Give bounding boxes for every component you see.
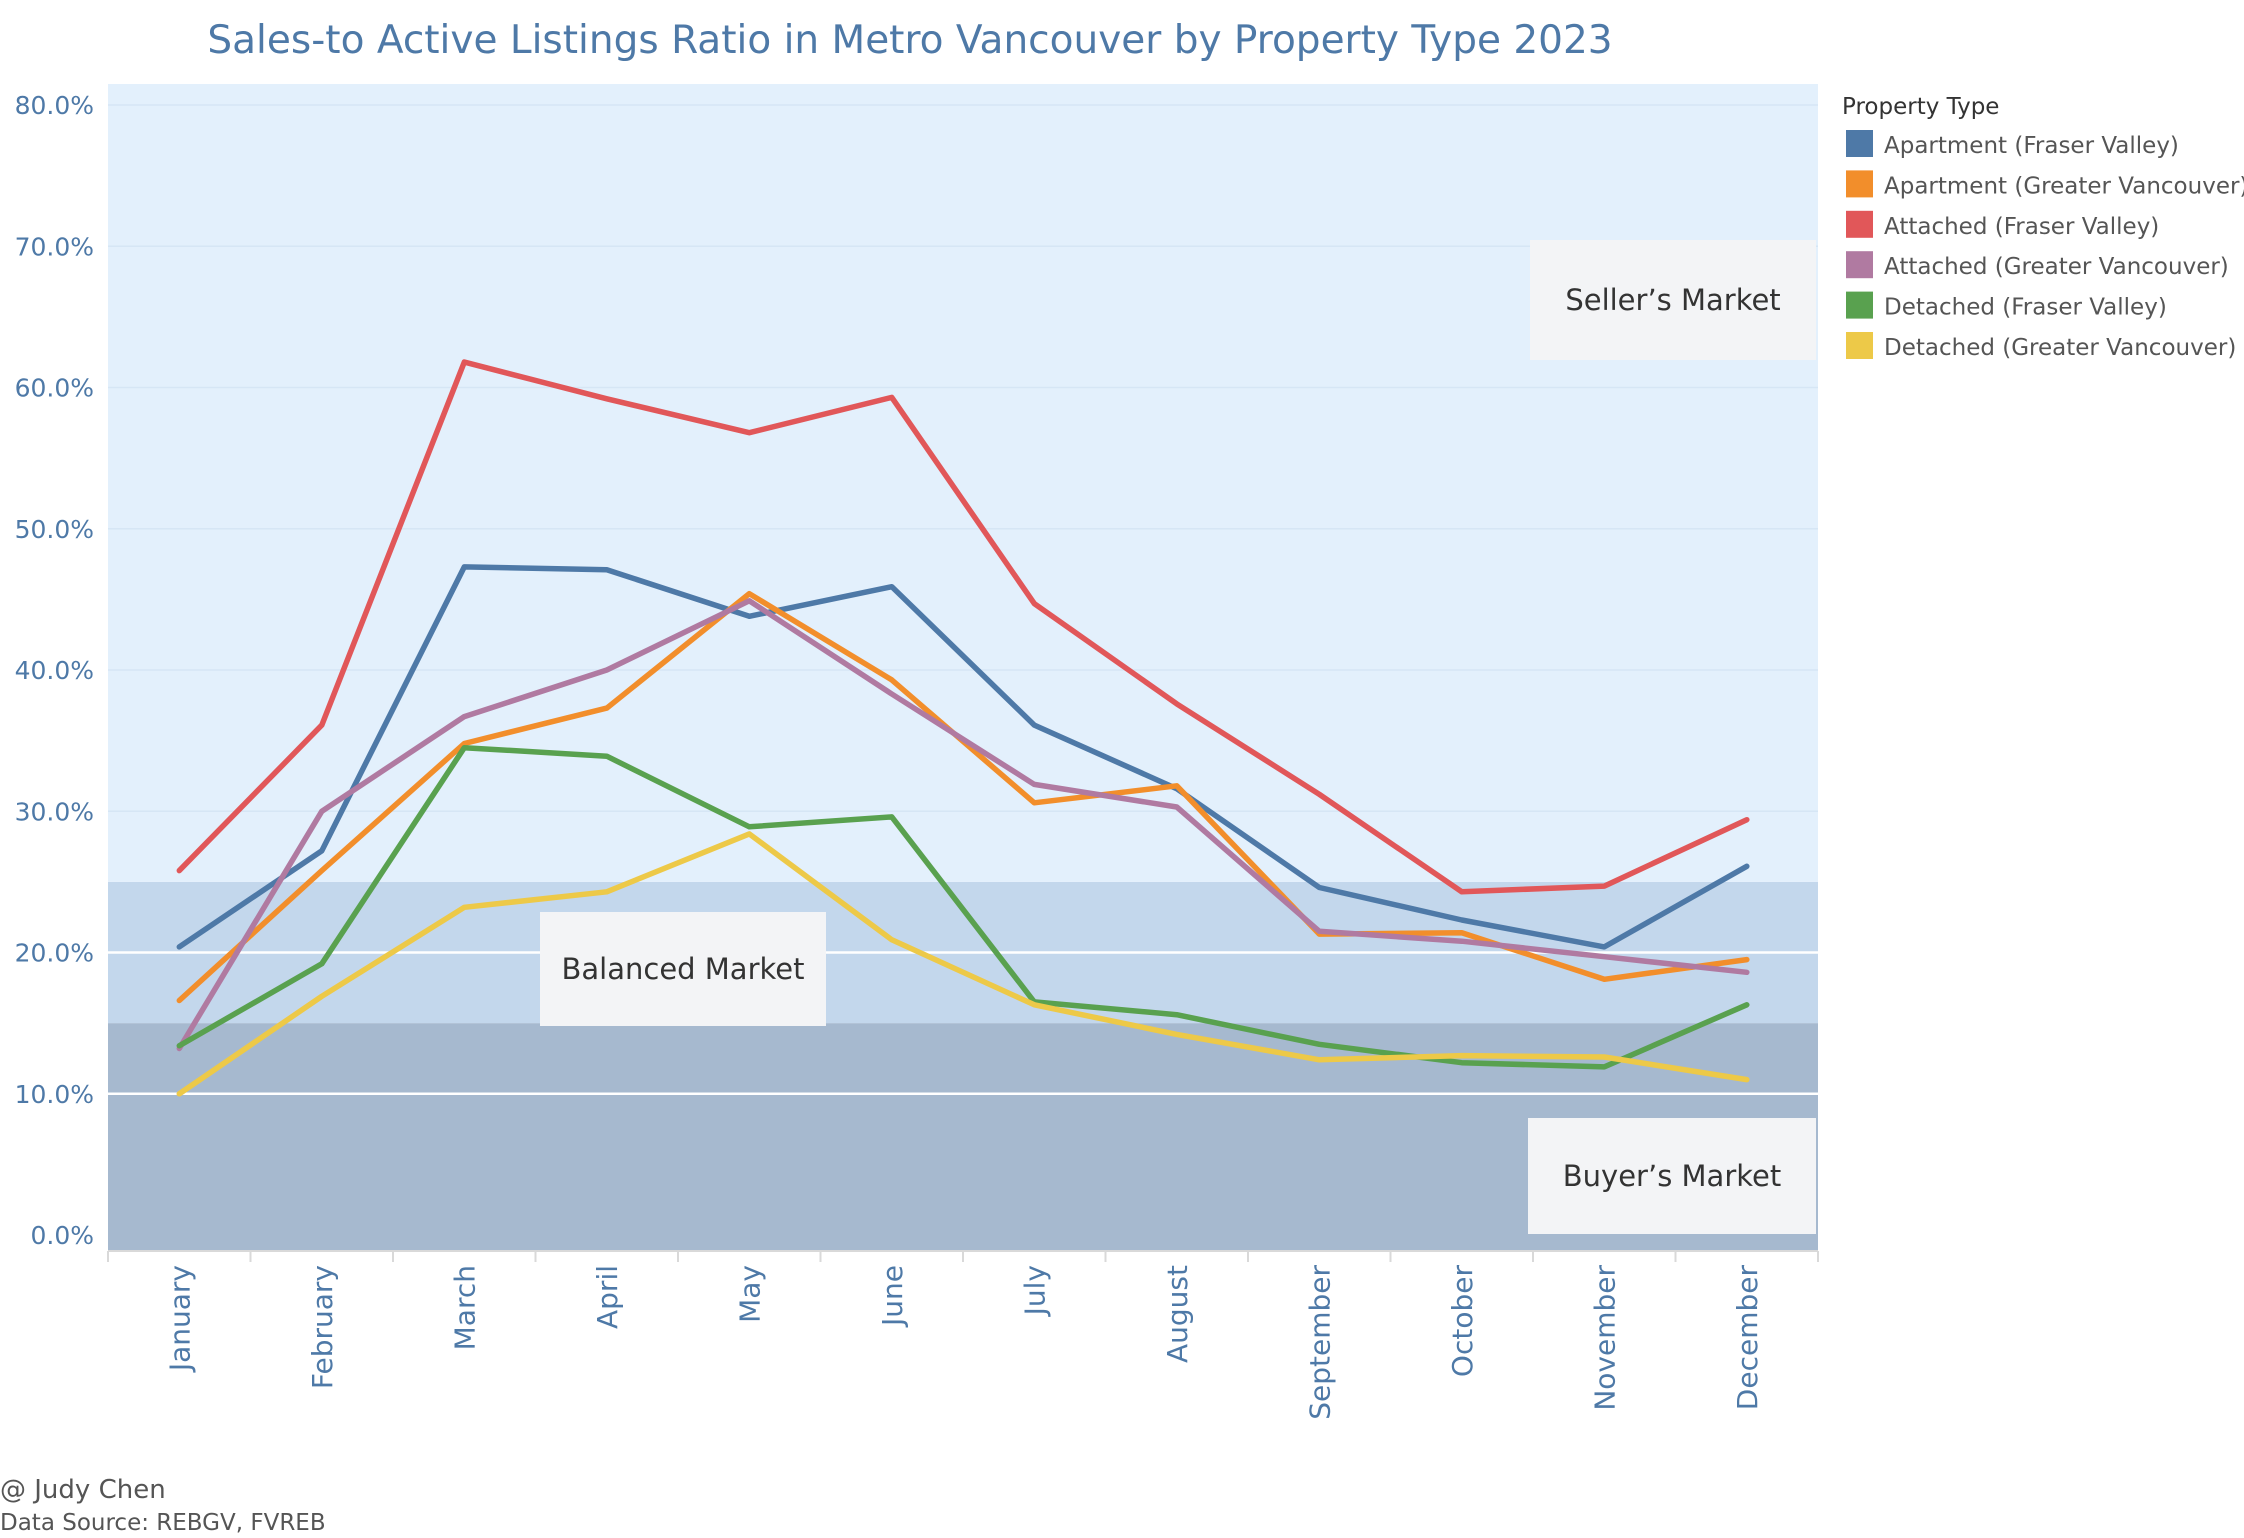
x-tick-label: June xyxy=(876,1265,909,1328)
y-tick-label: 10.0% xyxy=(15,1080,94,1109)
series-line-detached-fraser-valley xyxy=(176,744,1750,1070)
region-labels: Seller’s Market Balanced Market Buyer’s Ma… xyxy=(540,240,1816,1234)
x-tick-label: October xyxy=(1446,1265,1479,1378)
legend-label-detached-fraser-valley: Detached (Fraser Valley) xyxy=(1884,295,2167,321)
x-tick-label: March xyxy=(448,1265,481,1350)
x-tick-label: May xyxy=(733,1265,766,1323)
region-seller-s-market xyxy=(108,84,1818,882)
legend-swatch-detached-fraser-valley xyxy=(1846,291,1873,319)
x-tick-label: April xyxy=(591,1265,624,1329)
series-line-apartment-fraser-valley xyxy=(176,564,1750,950)
x-tick-label: July xyxy=(1018,1265,1051,1317)
y-tick-label: 20.0% xyxy=(15,939,94,968)
x-tick-label: November xyxy=(1588,1265,1621,1411)
x-tick-label: September xyxy=(1303,1265,1336,1420)
x-tick-label: December xyxy=(1731,1265,1764,1411)
region-label-box-seller-s-market xyxy=(1530,240,1816,360)
legend-swatch-detached-greater-vancouver xyxy=(1846,332,1873,359)
legend-label-attached-greater-vancouver: Attached (Greater Vancouver) xyxy=(1884,254,2229,280)
y-tick-label: 50.0% xyxy=(15,515,94,544)
y-tick-label: 60.0% xyxy=(15,374,94,403)
series-line-attached-fraser-valley xyxy=(176,359,1750,895)
credit-text: @ Judy Chen xyxy=(0,1475,166,1505)
y-tick-label: 0.0% xyxy=(30,1221,94,1250)
series-line-detached-greater-vancouver xyxy=(176,831,1750,1097)
y-axis: 0.0% 10.0% 20.0% 30.0% 40.0% 50.0% 60.0% 70.0% 8… xyxy=(15,91,94,1250)
y-tick-label: 70.0% xyxy=(15,232,94,261)
region-label-seller-s-market: Seller’s Market xyxy=(1565,283,1780,317)
legend-label-apartment-greater-vancouver: Apartment (Greater Vancouver) xyxy=(1884,173,2244,199)
region-label-box-buyer-s-market xyxy=(1528,1118,1816,1234)
y-tick-label: 80.0% xyxy=(15,91,94,120)
legend-swatch-attached-fraser-valley xyxy=(1846,210,1873,238)
region-label-buyer-s-market: Buyer’s Market xyxy=(1563,1159,1781,1193)
chart-title: Sales-to Active Listings Ratio in Metro … xyxy=(207,18,1612,63)
legend-swatch-apartment-greater-vancouver xyxy=(1846,170,1873,198)
x-tick-label: February xyxy=(306,1265,339,1389)
x-tick-label: January xyxy=(163,1265,196,1373)
region-label-box-balanced-market xyxy=(540,912,826,1026)
data-source-text: Data Source: REBGV, FVREB xyxy=(0,1510,326,1536)
legend-swatch-attached-greater-vancouver xyxy=(1846,251,1873,279)
legend-title: Property Type xyxy=(1842,94,1999,120)
region-label-balanced-market: Balanced Market xyxy=(562,952,805,986)
legend-label-attached-fraser-valley: Attached (Fraser Valley) xyxy=(1884,214,2159,240)
y-tick-label: 30.0% xyxy=(15,797,94,826)
series-line-attached-greater-vancouver xyxy=(176,598,1750,1052)
series-lines xyxy=(176,359,1750,1097)
y-tick-label: 40.0% xyxy=(15,656,94,685)
legend: Property Type Apartment (Fraser Valley) Ap… xyxy=(1842,94,2244,361)
legend-label-apartment-fraser-valley: Apartment (Fraser Valley) xyxy=(1884,133,2179,159)
legend-label-detached-greater-vancouver: Detached (Greater Vancouver) xyxy=(1884,335,2236,361)
x-axis: January February March April May June July Augu… xyxy=(107,1250,1819,1420)
x-tick-label: August xyxy=(1161,1265,1194,1363)
legend-swatch-apartment-fraser-valley xyxy=(1846,130,1873,157)
